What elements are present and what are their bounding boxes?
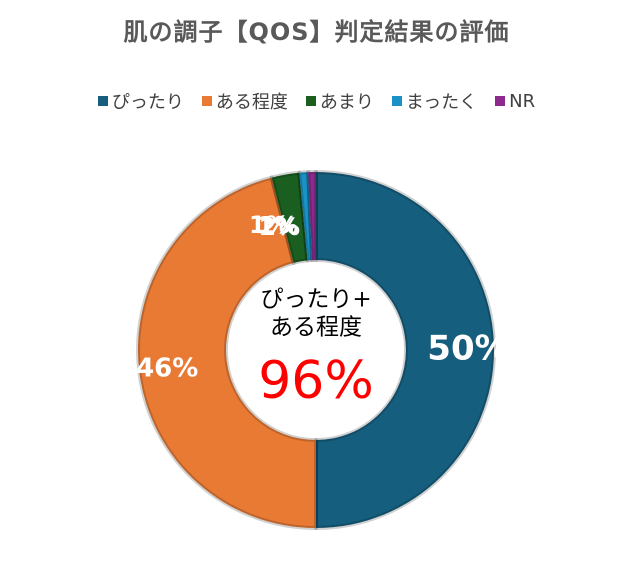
legend-swatch-amari <box>305 96 316 106</box>
data-label-mattaku: 1% <box>257 211 298 239</box>
legend-swatch-aruteido <box>201 96 212 106</box>
legend-item-aruteido: ある程度 <box>201 88 288 114</box>
legend-label-nr: NR <box>509 90 536 112</box>
slice-nr <box>306 170 318 263</box>
data-label-nr: 1% <box>249 211 290 239</box>
legend-label-mattaku: まったく <box>405 92 478 113</box>
slice-aruteido <box>136 175 318 530</box>
legend-swatch-mattaku <box>391 96 402 106</box>
slice-amari <box>269 170 310 265</box>
center-total-value: 96% <box>258 351 374 411</box>
chart-legend: ぴったり ある程度 あまり まったく NR <box>0 88 633 114</box>
legend-swatch-pittari <box>97 96 108 106</box>
slice-pittari <box>314 170 496 530</box>
data-label-amari: 2% <box>259 213 300 241</box>
center-text-line1: ぴったり+ <box>260 287 371 313</box>
legend-item-mattaku: まったく <box>391 88 478 114</box>
data-label-aruteido: 46% <box>136 353 198 383</box>
legend-item-amari: あまり <box>305 88 374 114</box>
legend-label-aruteido: ある程度 <box>215 92 288 113</box>
data-label-pittari: 50% <box>427 329 508 369</box>
legend-label-amari: あまり <box>319 92 374 113</box>
chart-title: 肌の調子【QOS】判定結果の評価 <box>123 18 510 46</box>
legend-swatch-nr <box>495 96 506 106</box>
legend-label-pittari: ぴったり <box>111 92 184 113</box>
legend-item-pittari: ぴったり <box>97 88 184 114</box>
center-text-line2: ある程度 <box>270 315 362 341</box>
center-hole <box>228 262 404 438</box>
legend-item-nr: NR <box>495 88 535 114</box>
